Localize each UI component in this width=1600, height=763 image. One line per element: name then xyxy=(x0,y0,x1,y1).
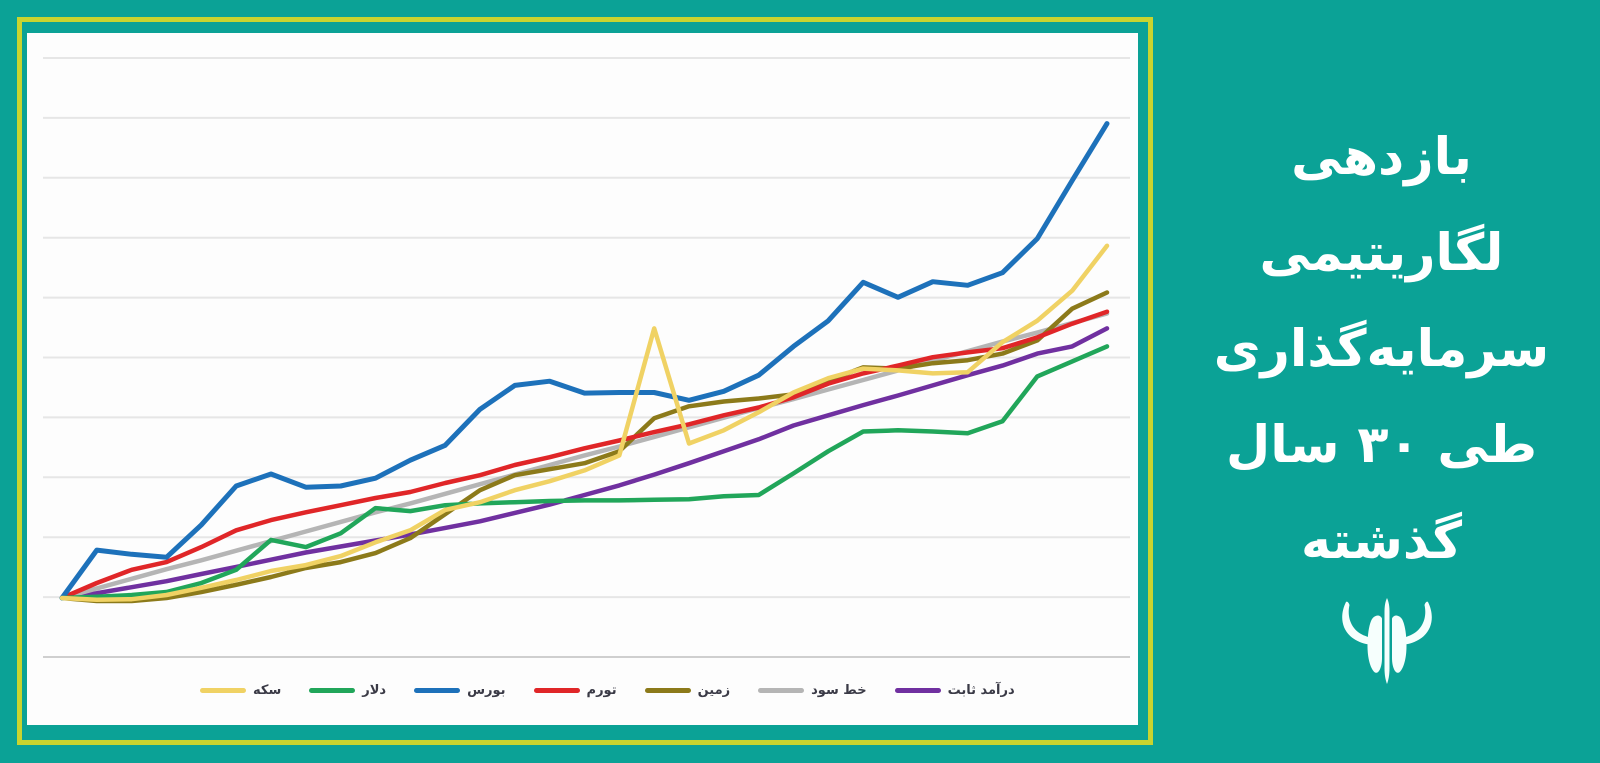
series-line-خط سود xyxy=(59,311,1110,601)
yellow-frame-border xyxy=(17,17,1153,745)
bull-logo-icon xyxy=(1342,598,1432,684)
legend-label: سکه xyxy=(253,683,282,698)
legend-item-خط سود: خط سود xyxy=(758,683,867,698)
series-line-سکه xyxy=(59,243,1110,603)
legend-swatch xyxy=(309,688,356,693)
series-line-زمین xyxy=(59,290,1110,604)
legend-swatch xyxy=(200,688,246,693)
chart-panel: سکه دلار بورس تورم زمین خط سود درآمد ثابت xyxy=(27,33,1138,725)
legend-swatch xyxy=(758,688,805,693)
legend-item-درآمد ثابت: درآمد ثابت xyxy=(894,683,1015,698)
series-line-تورم xyxy=(59,309,1110,601)
series-line-بورس xyxy=(59,121,1110,601)
returns-line-chart xyxy=(43,57,1130,658)
title-line: طی ۳۰ سال xyxy=(1226,416,1537,475)
legend-swatch xyxy=(894,688,941,693)
title-line: سرمایه‌گذاری xyxy=(1213,320,1550,379)
legend-label: دلار xyxy=(362,683,387,698)
legend-label: خط سود xyxy=(811,683,867,698)
legend-swatch xyxy=(644,688,691,693)
legend-label: درآمد ثابت xyxy=(947,683,1015,698)
legend-item-زمین: زمین xyxy=(644,683,731,698)
title-line: لگاریتیمی xyxy=(1259,224,1504,283)
title-line: گذشته xyxy=(1300,512,1463,571)
legend-item-سکه: سکه xyxy=(200,683,281,698)
legend-label: تورم xyxy=(586,683,617,698)
legend-item-بورس: بورس xyxy=(414,683,506,698)
series-line-دلار xyxy=(59,344,1110,601)
chart-legend: سکه دلار بورس تورم زمین خط سود درآمد ثابت xyxy=(200,683,1015,698)
legend-label: زمین xyxy=(697,683,731,698)
legend-item-دلار: دلار xyxy=(309,683,386,698)
title-line: بازدهی xyxy=(1291,128,1472,187)
legend-swatch xyxy=(414,688,461,693)
legend-label: بورس xyxy=(467,683,506,698)
legend-swatch xyxy=(533,688,580,693)
legend-item-تورم: تورم xyxy=(533,683,617,698)
poster-title: بازدهی لگاریتیمی سرمایه‌گذاری طی ۳۰ سال … xyxy=(1163,110,1600,590)
